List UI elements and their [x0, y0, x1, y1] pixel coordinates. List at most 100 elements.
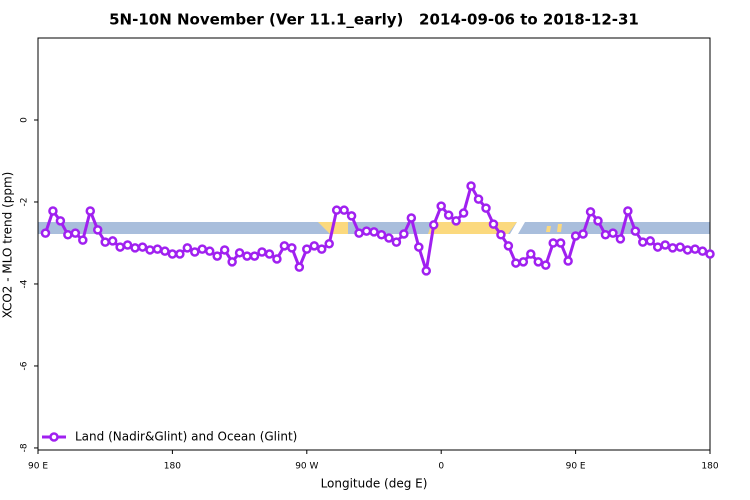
point	[100, 237, 110, 247]
point	[600, 230, 611, 240]
point	[346, 211, 357, 221]
point	[391, 237, 402, 247]
point	[578, 229, 588, 239]
point	[115, 242, 125, 252]
point	[227, 257, 237, 267]
chart-title: 5N-10N November (Ver 11.1_early) 2014-09…	[109, 11, 639, 29]
point	[287, 243, 297, 253]
point	[92, 225, 103, 235]
point	[279, 241, 290, 251]
point	[272, 254, 282, 264]
land-band	[557, 224, 562, 232]
y-axis-label: XCO2 - MLO trend (ppm)	[1, 172, 15, 319]
point	[451, 216, 461, 226]
point	[257, 247, 267, 257]
x-tick-label: 90 W	[295, 462, 318, 472]
land-band	[546, 226, 551, 232]
point	[473, 194, 484, 204]
point	[481, 203, 491, 213]
point	[264, 249, 275, 259]
point	[190, 247, 200, 257]
point	[496, 230, 506, 240]
point	[436, 201, 446, 211]
point	[548, 238, 558, 248]
band-gap	[510, 222, 525, 234]
point	[458, 208, 469, 218]
point	[309, 241, 320, 251]
y-tick-label: -4	[20, 279, 30, 288]
point	[85, 206, 96, 216]
point	[182, 243, 193, 253]
x-tick-label: 90 E	[566, 462, 586, 472]
point	[645, 236, 656, 246]
point	[48, 206, 58, 216]
point	[518, 257, 529, 267]
point	[615, 234, 626, 244]
y-tick-label: -2	[20, 197, 30, 206]
point	[697, 246, 708, 256]
point	[488, 219, 499, 229]
point	[503, 241, 514, 251]
point	[175, 249, 185, 259]
point	[414, 242, 424, 252]
legend-label: Land (Nadir&Glint) and Ocean (Glint)	[75, 430, 297, 444]
point	[354, 228, 364, 238]
point	[660, 240, 670, 250]
point	[302, 244, 312, 254]
point	[690, 244, 700, 254]
point	[316, 244, 327, 254]
point	[593, 216, 603, 226]
point	[638, 237, 648, 247]
point	[331, 205, 342, 215]
point	[540, 260, 551, 270]
x-tick-label: 180	[701, 462, 718, 472]
point	[197, 244, 208, 254]
point	[466, 181, 476, 191]
point	[369, 227, 379, 237]
y-tick-label: -6	[20, 361, 30, 370]
point	[428, 220, 439, 230]
point	[324, 239, 334, 249]
point	[667, 243, 678, 253]
point	[107, 236, 118, 246]
point	[78, 235, 88, 245]
x-axis-label: Longitude (deg E)	[321, 477, 428, 491]
point	[339, 205, 349, 215]
point	[511, 258, 521, 268]
point	[652, 242, 663, 252]
point	[212, 251, 222, 261]
plot-frame	[37, 37, 711, 451]
x-tick-label: 180	[164, 462, 181, 472]
point	[563, 256, 573, 266]
point	[443, 210, 454, 220]
point	[145, 245, 155, 255]
point	[152, 244, 163, 254]
point	[682, 245, 693, 255]
point	[399, 229, 409, 239]
point	[70, 228, 81, 238]
point	[585, 207, 596, 217]
point	[533, 257, 544, 267]
point	[526, 249, 536, 259]
point	[384, 233, 394, 243]
point	[137, 242, 148, 252]
point	[406, 213, 417, 223]
point	[361, 226, 372, 236]
point	[608, 228, 618, 238]
point	[130, 243, 140, 253]
x-tick-label: 90 E	[28, 462, 48, 472]
point	[167, 249, 178, 259]
point	[421, 266, 432, 276]
point	[705, 249, 715, 259]
point	[570, 231, 581, 241]
x-tick-label: 0	[438, 462, 444, 472]
y-tick-label: -8	[20, 443, 30, 452]
point	[40, 228, 51, 238]
point	[160, 246, 170, 256]
point	[63, 230, 73, 240]
y-tick-label: 0	[20, 117, 30, 123]
point	[219, 245, 230, 255]
point	[122, 240, 133, 250]
